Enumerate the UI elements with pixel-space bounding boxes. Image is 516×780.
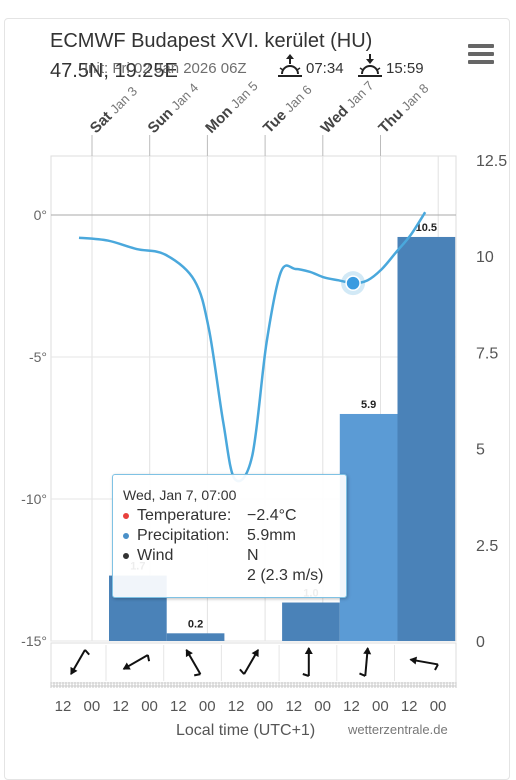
sunrise-time: 07:34 xyxy=(306,60,344,77)
tooltip-wind: Wind xyxy=(123,547,173,565)
x-axis-label: Local time (UTC+1) xyxy=(176,722,316,739)
wind-speed: 2 (2.3 m/s) xyxy=(247,567,324,584)
wind-label: Wind xyxy=(137,547,174,564)
menu-bar xyxy=(468,44,494,48)
precipitation-label: Precipitation: xyxy=(137,527,230,544)
hamburger-menu-icon[interactable] xyxy=(468,44,494,64)
init-time: Init: Fri 02 Jan 2026 06Z xyxy=(84,60,247,77)
chart-card xyxy=(4,18,510,780)
chart-tooltip: Wed, Jan 7, 07:00 Temperature: −2.4°C Pr… xyxy=(112,474,347,598)
chart-title: ECMWF Budapest XVI. kerület (HU) xyxy=(50,30,373,52)
sunset-icon xyxy=(358,54,382,77)
tooltip-precipitation: Precipitation: xyxy=(123,527,230,545)
wind-direction: N xyxy=(247,547,259,564)
sunrise-icon xyxy=(278,54,302,77)
menu-bar xyxy=(468,60,494,64)
credit-text: wetterzentrale.de xyxy=(348,722,448,737)
location-coords: 47.5N, 19.25E xyxy=(50,60,178,82)
menu-bar xyxy=(468,52,494,56)
tooltip-header: Wed, Jan 7, 07:00 xyxy=(123,487,237,503)
temperature-label: Temperature: xyxy=(137,507,232,524)
precipitation-value: 5.9mm xyxy=(247,527,296,544)
temperature-value: −2.4°C xyxy=(247,507,297,524)
tooltip-temperature: Temperature: xyxy=(123,507,231,525)
sunset-time: 15:59 xyxy=(386,60,424,77)
temperature-dot xyxy=(123,512,129,519)
precipitation-dot xyxy=(123,532,129,539)
wind-dot xyxy=(123,552,129,559)
